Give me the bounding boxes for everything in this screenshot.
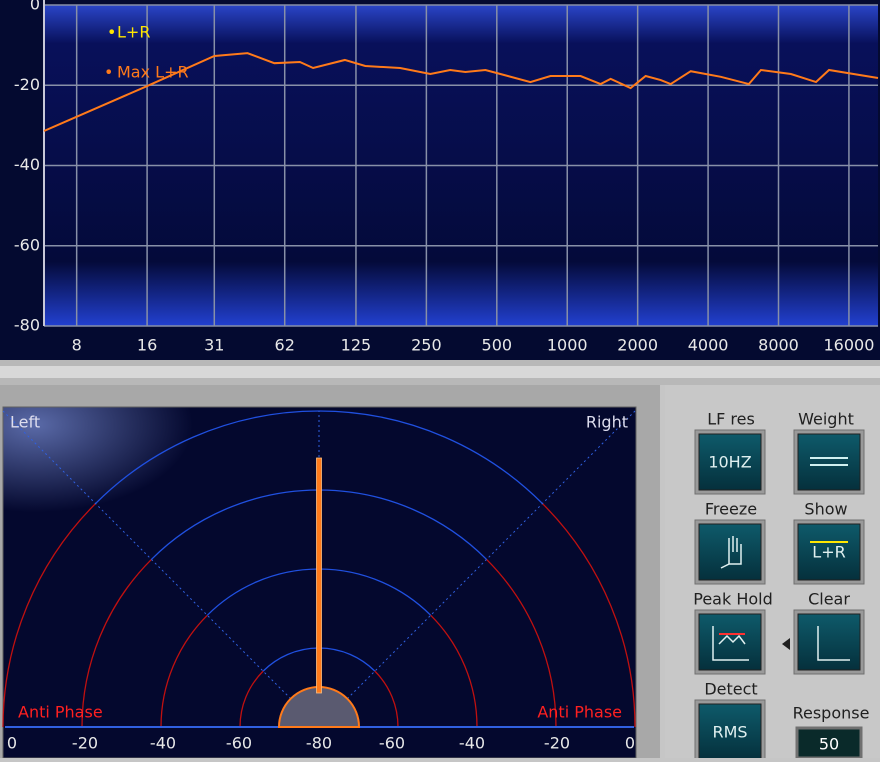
x-tick-label: 62 <box>275 336 295 355</box>
x-tick-label: 8000 <box>758 336 799 355</box>
control-label: Freeze <box>705 500 757 519</box>
goniometer: 0 -20 -40 -60 -80 -60 -40 -20 0 <box>2 410 636 753</box>
x-tick-label: 31 <box>204 336 224 355</box>
gonio-needle <box>316 457 322 694</box>
icon <box>817 626 850 661</box>
icon <box>712 626 749 661</box>
x-tick-label: 500 <box>482 336 513 355</box>
control-label: Show <box>804 500 847 519</box>
control-button[interactable] <box>698 433 762 491</box>
scrollbar-track <box>0 366 880 378</box>
button-text: 10HZ <box>708 453 751 472</box>
gonio-arc <box>430 614 478 728</box>
y-tick-label: 0 <box>30 0 40 14</box>
gonio-scale-label: -60 <box>379 734 405 753</box>
gonio-arc <box>541 503 636 728</box>
gonio-label: Anti Phase <box>537 703 622 722</box>
gonio-scale-label: -40 <box>459 734 485 753</box>
control-label: Peak Hold <box>693 590 773 609</box>
control-button[interactable] <box>698 703 762 761</box>
gonio-label: Right <box>586 413 628 432</box>
x-tick-label: 250 <box>411 336 442 355</box>
x-tick-label: 125 <box>341 336 372 355</box>
gonio-label: Left <box>10 413 40 432</box>
x-tick-label: 2000 <box>617 336 658 355</box>
y-tick-label: -60 <box>14 235 40 254</box>
arrow <box>782 638 790 650</box>
legend-entry: Max L+R <box>117 63 189 82</box>
legend-dot: • <box>104 63 113 82</box>
x-tick-label: 4000 <box>688 336 729 355</box>
gonio-scale-label: -20 <box>544 734 570 753</box>
gonio-arc <box>95 410 543 505</box>
spectrum-line <box>43 52 879 132</box>
control-label: Weight <box>798 410 854 429</box>
gonio-arc <box>486 558 557 728</box>
y-tick-label: -20 <box>14 75 40 94</box>
icon <box>720 536 742 569</box>
gonio-scale-label: 0 <box>625 734 635 753</box>
gonio-label: Anti Phase <box>18 703 103 722</box>
controls: LF res 10HZ Weight Freeze Show L+R Peak Hold Cl… <box>693 410 870 762</box>
legend-entry: L+R <box>117 23 150 42</box>
x-tick-label: 1000 <box>547 336 588 355</box>
control-button[interactable] <box>797 433 861 491</box>
legend-dot: • <box>107 23 116 42</box>
response-value: 50 <box>819 735 839 754</box>
control-label: Detect <box>704 680 757 699</box>
control-button[interactable] <box>698 523 762 581</box>
button-text: RMS <box>712 723 747 742</box>
control-label: LF res <box>707 410 755 429</box>
gonio-scale-label: 0 <box>7 734 17 753</box>
x-tick-label: 8 <box>72 336 82 355</box>
control-label: Response <box>793 704 870 723</box>
gonio-scale-label: -40 <box>150 734 176 753</box>
x-tick-label: 16000 <box>823 336 874 355</box>
y-tick-label: -80 <box>14 316 40 335</box>
gonio-scale-label: -60 <box>226 734 252 753</box>
gonio-arc <box>160 614 208 728</box>
gonio-arc <box>374 670 399 728</box>
gonio-scale-label: -80 <box>306 734 332 753</box>
control-label: Clear <box>808 590 850 609</box>
control-button[interactable] <box>797 523 861 581</box>
control-button[interactable] <box>797 613 861 671</box>
y-tick-label: -40 <box>14 155 40 174</box>
spectrum: -80 -60 -40 -20 0 8 16 31 62 125 250 500 1000 2000 400… <box>14 0 879 355</box>
gonio-scale-label: -20 <box>72 734 98 753</box>
control-button[interactable] <box>698 613 762 671</box>
button-text: L+R <box>812 543 845 562</box>
gonio-arc <box>2 503 97 728</box>
gonio-arc <box>81 558 152 728</box>
gonio-arc <box>239 670 264 728</box>
x-tick-label: 16 <box>137 336 157 355</box>
